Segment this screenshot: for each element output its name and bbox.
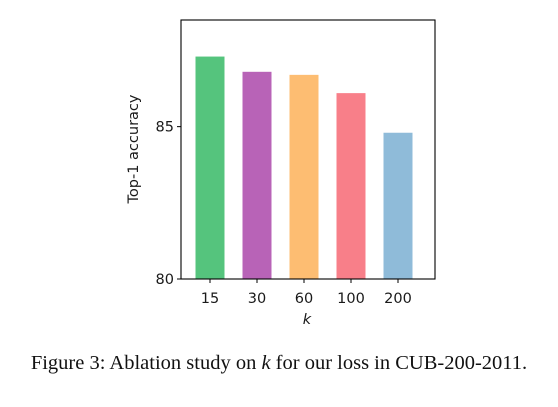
y-tick-label: 80 [156, 272, 174, 288]
bar-60 [289, 74, 319, 279]
x-tick-label: 200 [384, 291, 412, 307]
caption-suffix: for our loss in CUB-200-2011. [270, 352, 528, 374]
bar-100 [336, 93, 366, 279]
x-tick-label: 100 [337, 291, 365, 307]
bar-15 [195, 56, 225, 280]
x-tick-label: 30 [248, 291, 266, 307]
y-axis-label: Top-1 accuracy [126, 94, 142, 204]
x-tick-label: 60 [295, 291, 313, 307]
x-axis-label: k [303, 312, 312, 328]
bar-200 [383, 132, 413, 279]
bar-chart: 80 85 15 30 60 100 200 Top-1 accuracy k [126, 19, 436, 328]
figure-caption: Figure 3: Ablation study on k for our lo… [0, 352, 558, 375]
x-axis-ticks: 15 30 60 100 200 [201, 279, 412, 307]
bar-30 [242, 71, 272, 279]
x-tick-label: 15 [201, 291, 219, 307]
y-tick-label: 85 [156, 120, 174, 136]
caption-prefix: Figure 3: Ablation study on [30, 352, 262, 374]
bars-group [195, 56, 413, 280]
plot-frame [180, 19, 436, 280]
y-axis-ticks: 80 85 [156, 120, 181, 288]
caption-variable: k [261, 352, 271, 374]
